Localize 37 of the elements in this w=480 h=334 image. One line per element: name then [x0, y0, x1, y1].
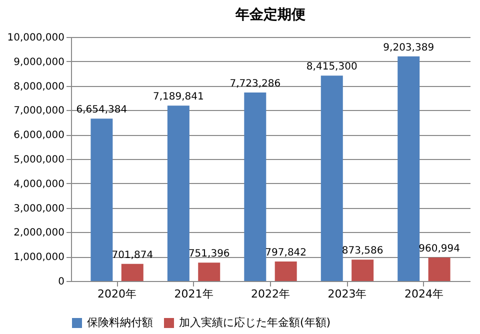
bar	[274, 262, 297, 281]
data-label: 6,654,384	[76, 104, 128, 116]
data-label: 873,586	[342, 246, 384, 257]
x-tick-label: 2024年	[404, 288, 444, 300]
bar	[167, 106, 190, 281]
y-tick-label: 5,000,000	[14, 154, 64, 166]
legend-label: 加入実績に応じた年金額(年額)	[179, 316, 331, 329]
x-tick-label: 2022年	[251, 288, 290, 300]
bar	[121, 264, 144, 281]
x-tick-label: 2020年	[98, 288, 137, 300]
bar	[244, 92, 266, 281]
chart-title: 年金定期便	[234, 6, 306, 23]
y-tick-label: 10,000,000	[7, 32, 64, 44]
y-tick-label: 6,000,000	[14, 130, 64, 142]
data-label: 701,874	[112, 250, 154, 261]
data-label: 9,203,389	[383, 42, 434, 54]
data-label: 7,189,841	[152, 92, 204, 103]
data-label: 7,723,286	[230, 78, 281, 90]
x-tick-label: 2023年	[328, 288, 367, 300]
y-tick-label: 2,000,000	[14, 228, 64, 239]
y-tick-label: 3,000,000	[14, 203, 64, 214]
bar	[198, 262, 220, 281]
data-label: 8,415,300	[306, 62, 358, 73]
y-tick-label: 7,000,000	[14, 106, 64, 117]
bar	[428, 258, 450, 281]
legend-label: 保険料納付額	[87, 316, 153, 329]
bar	[398, 56, 420, 281]
y-tick-label: 1,000,000	[14, 252, 64, 264]
bar	[320, 76, 343, 281]
y-tick-label: 9,000,000	[14, 56, 64, 68]
y-tick-label: 4,000,000	[14, 178, 64, 190]
bar	[90, 118, 113, 281]
y-tick-label: 0	[58, 276, 64, 288]
x-tick-label: 2021年	[174, 288, 214, 300]
y-tick-label: 8,000,000	[14, 81, 64, 92]
data-label: 797,842	[265, 248, 307, 259]
bar	[352, 260, 374, 281]
